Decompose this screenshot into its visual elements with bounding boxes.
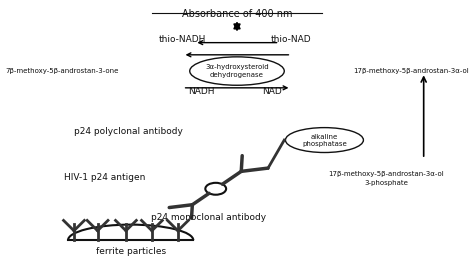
Text: ferrite particles: ferrite particles [96, 246, 166, 255]
Text: p24 monoclonal antibody: p24 monoclonal antibody [151, 213, 266, 222]
Text: phosphatase: phosphatase [302, 141, 347, 147]
Text: 3α-hydroxysteroid: 3α-hydroxysteroid [205, 64, 269, 70]
Text: NAD: NAD [263, 87, 283, 96]
Text: 7β-methoxy-5β-androstan-3-one: 7β-methoxy-5β-androstan-3-one [5, 68, 119, 74]
Text: 17β-methoxy-5β-androstan-3α-ol: 17β-methoxy-5β-androstan-3α-ol [353, 68, 469, 74]
Text: alkaline: alkaline [311, 134, 338, 140]
Text: HIV-1 p24 antigen: HIV-1 p24 antigen [64, 174, 146, 183]
Text: p24 polyclonal antibody: p24 polyclonal antibody [74, 128, 183, 137]
Text: 3-phosphate: 3-phosphate [364, 180, 408, 186]
Text: thio-NADH: thio-NADH [159, 35, 206, 44]
Text: dehydrogenase: dehydrogenase [210, 72, 264, 78]
Text: Absorbance of 400 nm: Absorbance of 400 nm [182, 9, 292, 19]
Text: thio-NAD: thio-NAD [271, 35, 312, 44]
Text: NADH: NADH [188, 87, 215, 96]
Text: 17β-methoxy-5β-androstan-3α-ol: 17β-methoxy-5β-androstan-3α-ol [328, 171, 444, 177]
